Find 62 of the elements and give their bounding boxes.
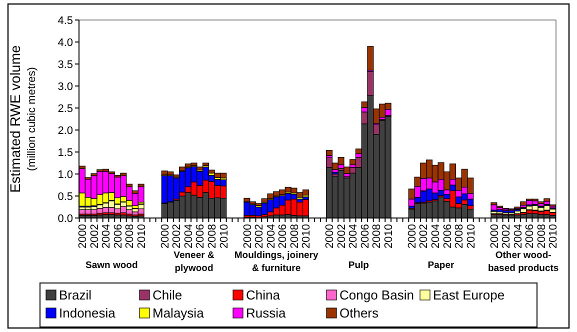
- x-tick-label: 2008: [124, 224, 136, 248]
- y-tick-label: 4.5: [58, 14, 73, 27]
- y-tick-label: 1.5: [58, 146, 73, 159]
- y-tick-label: 3.0: [58, 80, 73, 93]
- x-tick-label: 2002: [500, 224, 513, 248]
- y-tick-label: 1.0: [58, 168, 73, 181]
- x-tick-label: 2004: [430, 224, 442, 248]
- x-tick-label: 2008: [288, 224, 301, 248]
- x-tick-label: 2010: [136, 224, 148, 248]
- x-tick-label: 2002: [171, 224, 184, 248]
- y-tick-label: 2.5: [58, 102, 73, 115]
- legend-label: Chile: [152, 288, 182, 303]
- x-tick-label: 2010: [218, 224, 230, 248]
- x-tick-label: 2000: [406, 224, 418, 248]
- x-tick-label: 2008: [454, 224, 466, 248]
- x-tick-label: 2010: [465, 224, 478, 248]
- x-tick-label: 2010: [548, 224, 560, 248]
- x-tick-label: 2002: [254, 224, 266, 248]
- x-tick-label: 2010: [382, 224, 395, 248]
- x-tick-label: 2008: [206, 224, 218, 248]
- text: Pulp: [348, 260, 370, 271]
- legend-label: China: [246, 288, 281, 303]
- x-tick-label: 2006: [194, 224, 207, 248]
- x-tick-label: 2006: [359, 224, 372, 248]
- x-tick-label: 2004: [348, 224, 360, 248]
- text: Veneer & plywood: [174, 250, 214, 274]
- y-tick-label: 0.0: [58, 212, 73, 225]
- text: Sawn wood: [86, 260, 138, 271]
- x-tick-label: 2002: [418, 224, 430, 248]
- x-tick-label: 2008: [536, 224, 548, 248]
- x-tick-label: 2002: [336, 224, 348, 248]
- y-tick-label: 4.0: [58, 36, 73, 49]
- legend-label: Congo Basin: [340, 288, 414, 303]
- text: Mouldings, joinery & furniture: [234, 250, 319, 274]
- x-tick-label: 2000: [242, 224, 254, 248]
- y-tick-label: 3.5: [58, 58, 73, 71]
- x-tick-label: 2000: [77, 224, 90, 248]
- x-tick-label: 2006: [442, 224, 454, 248]
- x-tick-label: 2004: [512, 224, 524, 248]
- x-tick-label: 2004: [265, 224, 278, 248]
- legend-label: Russia: [246, 306, 287, 321]
- x-tick-label: 2000: [324, 224, 336, 248]
- x-tick-label: 2006: [112, 224, 124, 248]
- x-tick-label: 2002: [88, 224, 101, 248]
- x-tick-label: 2000: [159, 224, 172, 248]
- legend-label: East Europe: [433, 288, 505, 303]
- x-tick-label: 2000: [488, 224, 501, 248]
- x-tick-label: 2004: [100, 224, 113, 248]
- legend-label: Others: [340, 306, 380, 321]
- text: Other wood- based products: [488, 250, 559, 274]
- legend-label: Malaysia: [152, 306, 205, 321]
- legend-label: Brazil: [59, 288, 92, 303]
- y-tick-label: 0.5: [58, 190, 73, 203]
- x-tick-label: 2010: [300, 224, 313, 248]
- x-tick-label: 2004: [182, 224, 195, 248]
- y-tick-label: 2.0: [58, 124, 73, 137]
- legend-label: Indonesia: [59, 306, 116, 321]
- y-axis-title: Estimated RWE volume (million cubic metres): [7, 45, 38, 193]
- x-tick-label: 2006: [277, 224, 290, 248]
- text: Paper: [428, 260, 455, 271]
- x-tick-label: 2008: [371, 224, 384, 248]
- x-tick-label: 2006: [524, 224, 536, 248]
